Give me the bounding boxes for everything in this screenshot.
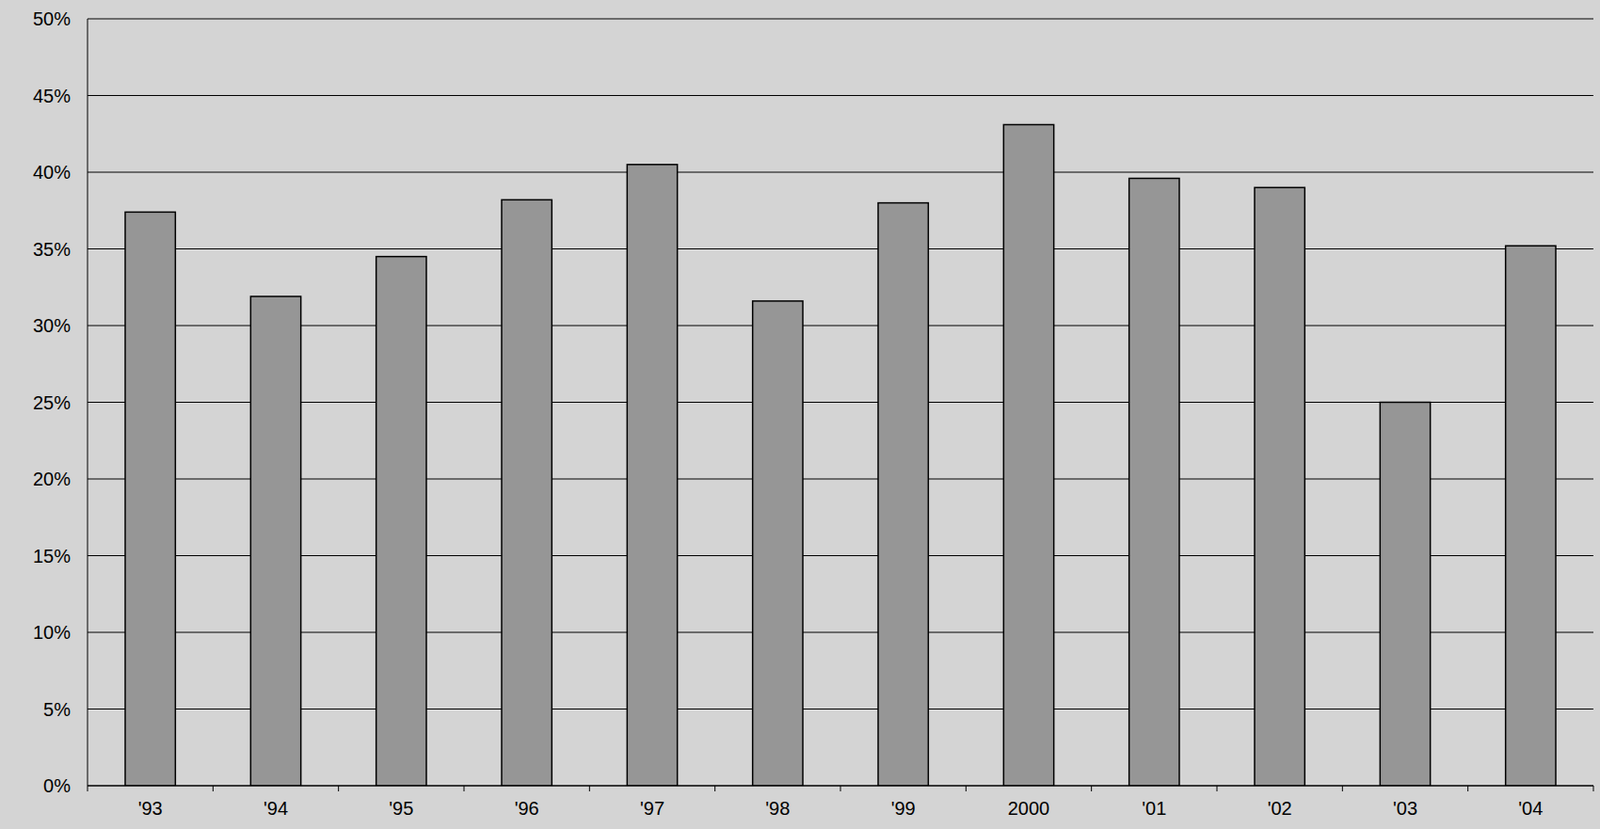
x-tick-label: '98 [765, 798, 790, 819]
chart: 0% 5% 10% 15% 20% 25% 30% 35% 40% 45% 50% '93 '94 '95… [0, 0, 1600, 829]
grid-line [87, 18, 1594, 20]
x-tick [1342, 785, 1344, 792]
x-tick [714, 785, 716, 792]
grid-line [87, 248, 1594, 250]
x-tick [87, 785, 89, 792]
y-tick-label: 15% [32, 545, 71, 567]
x-tick-label: '02 [1267, 798, 1293, 819]
grid-line [87, 325, 1594, 327]
y-axis-line [87, 18, 89, 786]
x-tick-label: '93 [138, 798, 163, 819]
y-tick-label: 50% [32, 8, 71, 30]
y-tick-label: 30% [32, 315, 71, 336]
x-tick-label: '94 [263, 798, 288, 819]
grid-line [87, 479, 1594, 480]
grid-line [87, 632, 1594, 634]
x-tick [464, 785, 465, 792]
x-tick [337, 785, 339, 792]
grid-line [87, 708, 1594, 710]
x-tick [1090, 785, 1092, 792]
x-tick [1593, 785, 1595, 792]
x-tick-label: '04 [1518, 798, 1543, 819]
x-tick [212, 785, 214, 792]
y-tick-label: 10% [32, 622, 71, 643]
y-tick-label: 25% [32, 392, 71, 414]
grid-line [87, 555, 1594, 557]
x-tick-label: '03 [1392, 798, 1418, 819]
x-tick-label: '96 [514, 798, 540, 819]
bar [1379, 402, 1430, 787]
x-tick [965, 785, 967, 792]
bar [1129, 178, 1180, 786]
y-tick-label: 20% [32, 468, 71, 490]
bar [1505, 245, 1556, 786]
bar [752, 301, 803, 786]
bars [125, 124, 1556, 786]
x-tick [1467, 785, 1469, 792]
x-tick-label: '97 [640, 798, 665, 819]
bar [1003, 124, 1054, 786]
bar [1254, 187, 1305, 786]
background [0, 0, 1600, 829]
bar [626, 164, 677, 786]
y-tick-label: 0% [43, 775, 71, 797]
y-tick-label: 5% [43, 699, 71, 720]
y-tick-label: 35% [32, 239, 71, 260]
x-tick-label: '95 [388, 798, 414, 819]
bar [878, 203, 928, 786]
y-tick-label: 45% [32, 85, 71, 107]
bar [250, 296, 301, 786]
bar [501, 199, 552, 786]
x-tick [589, 785, 591, 792]
grid-line [87, 172, 1594, 174]
bar [125, 211, 176, 786]
y-tick-label: 40% [32, 161, 71, 183]
x-tick-label: '99 [891, 798, 916, 819]
x-tick [840, 785, 842, 792]
x-tick [1216, 785, 1218, 792]
bar [376, 256, 427, 786]
x-tick-label: 2000 [1008, 798, 1051, 819]
grid-line [87, 95, 1594, 96]
x-tick-label: '01 [1141, 798, 1167, 819]
grid-line [87, 401, 1594, 403]
